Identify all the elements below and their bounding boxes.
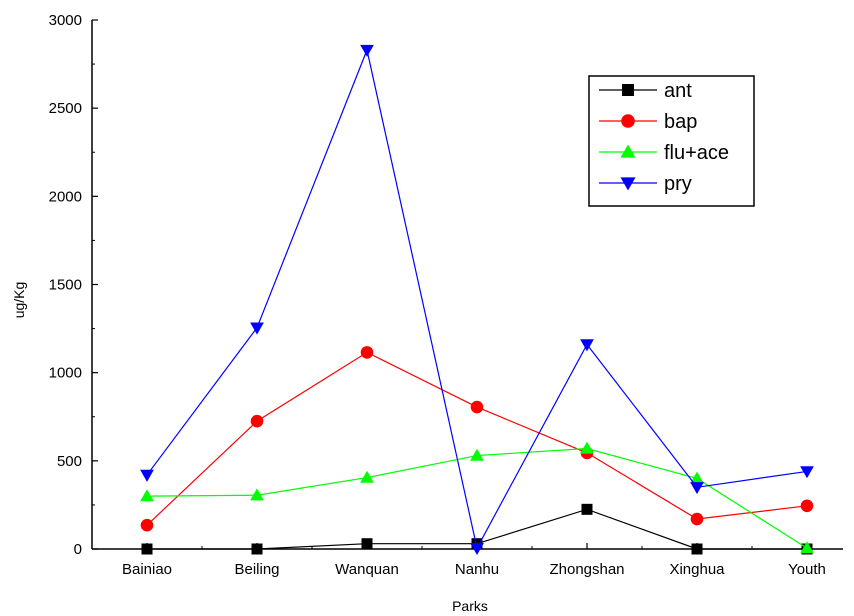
data-point — [360, 346, 374, 359]
y-tick-label: 500 — [57, 453, 82, 470]
data-point — [360, 470, 374, 483]
y-axis-title: ug/Kg — [11, 282, 27, 319]
series-line — [146, 447, 808, 549]
legend: ant bap flu+ace pry — [588, 75, 755, 207]
data-point — [470, 448, 484, 461]
data-point — [250, 322, 264, 335]
legend-item: pry — [599, 173, 692, 195]
series-line — [146, 351, 808, 526]
data-point — [470, 400, 484, 414]
x-tick-label: Beiling — [234, 561, 279, 578]
legend-item: bap — [599, 111, 697, 133]
legend-marker — [622, 84, 634, 96]
x-axis-title: Parks — [452, 598, 488, 614]
data-point — [690, 482, 704, 495]
series-pry — [140, 44, 814, 555]
legend-marker — [620, 177, 636, 191]
legend-marker — [621, 114, 635, 128]
series-flu-ace — [140, 441, 814, 554]
data-point — [250, 414, 264, 428]
data-point — [140, 469, 154, 482]
legend-label: pry — [664, 173, 692, 195]
series-layer — [140, 44, 814, 555]
data-point — [800, 466, 814, 479]
y-tick-label: 1000 — [49, 365, 82, 382]
data-point — [250, 488, 264, 501]
legend-item: flu+ace — [599, 142, 729, 164]
data-point — [470, 542, 484, 555]
data-point — [360, 44, 374, 57]
y-tick-label: 0 — [74, 541, 82, 558]
axes: 0 500 1000 1500 2000 2500 3000 Bainiao Beiling Wa… — [49, 12, 843, 578]
legend-label: bap — [664, 111, 697, 133]
series-bap — [140, 346, 814, 532]
legend-marker — [620, 144, 636, 158]
data-point — [690, 471, 704, 484]
x-tick-label: Zhongshan — [549, 561, 624, 578]
data-point — [580, 339, 594, 352]
data-point — [140, 489, 154, 502]
x-tick-label: Youth — [788, 561, 826, 578]
legend-label: flu+ace — [664, 142, 729, 164]
data-point — [141, 543, 153, 555]
y-tick-label: 1500 — [49, 277, 82, 294]
y-tick-label: 3000 — [49, 12, 82, 29]
x-tick-label: Xinghua — [669, 561, 725, 578]
data-point — [800, 541, 814, 554]
data-point — [140, 518, 154, 532]
data-point — [251, 543, 263, 555]
y-tick-label: 2500 — [49, 100, 82, 117]
data-point — [691, 543, 703, 555]
data-point — [581, 503, 593, 515]
legend-item: ant — [599, 80, 692, 102]
x-tick-label: Wanquan — [335, 561, 399, 578]
data-point — [690, 512, 704, 526]
data-point — [361, 538, 373, 550]
x-tick-label: Nanhu — [455, 561, 499, 578]
data-point — [800, 499, 814, 513]
legend-box — [588, 75, 755, 207]
data-point — [580, 441, 594, 454]
x-tick-label: Bainiao — [122, 561, 172, 578]
y-tick-label: 2000 — [49, 188, 82, 205]
legend-label: ant — [664, 80, 692, 102]
